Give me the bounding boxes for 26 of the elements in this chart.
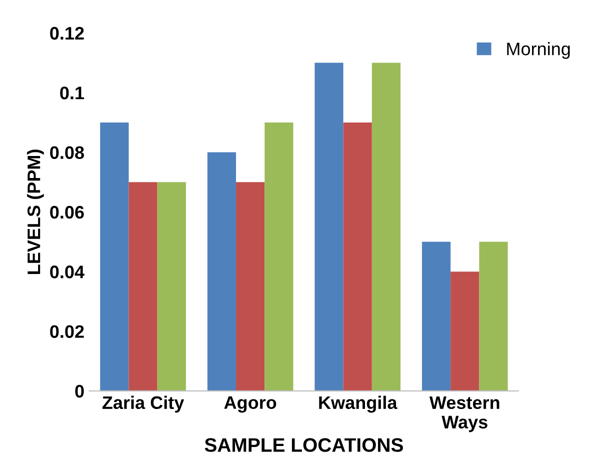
- bar: [128, 182, 158, 391]
- bar: [157, 182, 186, 391]
- bar: [343, 122, 372, 391]
- y-tick-label: 0.1: [60, 86, 84, 100]
- bar: [314, 62, 344, 391]
- x-axis-title: SAMPLE LOCATIONS: [204, 438, 403, 452]
- bar: [264, 122, 294, 391]
- y-tick-label: 0: [75, 384, 84, 398]
- bar: [450, 272, 480, 391]
- x-tick-label: Zaria City: [102, 396, 184, 413]
- bar: [100, 122, 129, 391]
- x-tick-label: Western Ways: [429, 396, 500, 432]
- legend-label: Morning: [507, 42, 570, 59]
- y-tick-label: 0.06: [50, 206, 84, 219]
- y-axis-title: LEVELS (PPM): [27, 150, 44, 274]
- bar: [207, 152, 236, 391]
- y-tick-label: 0.12: [50, 26, 84, 40]
- y-tick-label: 0.04: [50, 266, 84, 278]
- bar: [479, 242, 508, 391]
- x-tick-label: Agoro: [224, 396, 276, 413]
- bar: [372, 62, 401, 391]
- y-tick-label: 0.08: [50, 146, 84, 160]
- y-tick-label: 0.02: [50, 325, 84, 338]
- bar: [422, 242, 451, 391]
- bar: [236, 182, 265, 391]
- x-tick-label: Kwangila: [319, 396, 398, 413]
